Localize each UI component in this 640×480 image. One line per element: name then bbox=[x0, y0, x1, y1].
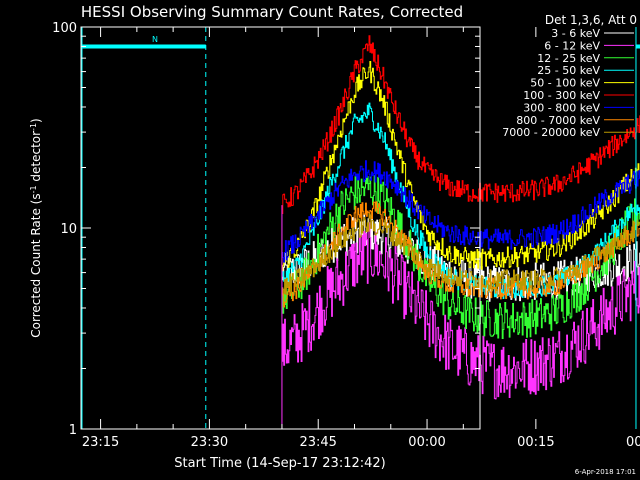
legend-label-2: 12 - 25 keV bbox=[537, 52, 600, 65]
x-tick-label-2: 23:45 bbox=[299, 435, 336, 450]
x-tick-label-5: 00:30 bbox=[626, 435, 640, 450]
legend-label-7: 800 - 7000 keV bbox=[516, 114, 600, 127]
legend-label-6: 300 - 800 keV bbox=[523, 101, 600, 114]
x-tick-label-0: 23:15 bbox=[82, 435, 119, 450]
y-tick-label-1: 10 bbox=[60, 222, 77, 237]
x-tick-label-3: 00:00 bbox=[408, 435, 445, 450]
x-tick-label-4: 00:15 bbox=[517, 435, 554, 450]
legend-label-4: 50 - 100 keV bbox=[530, 77, 600, 90]
chart-title: HESSI Observing Summary Count Rates, Cor… bbox=[81, 3, 463, 21]
y-tick-label-0: 1 bbox=[69, 423, 77, 438]
night-marker-label: N bbox=[152, 35, 158, 44]
y-axis-label: Corrected Count Rate (s-1 detector-1) bbox=[29, 118, 43, 337]
y-tick-label-2: 100 bbox=[52, 21, 77, 36]
footer-date: 6-Apr-2018 17:01 bbox=[575, 468, 636, 476]
legend-label-1: 6 - 12 keV bbox=[544, 39, 600, 52]
x-tick-label-1: 23:30 bbox=[191, 435, 228, 450]
legend-title: Det 1,3,6, Att 0 bbox=[545, 13, 637, 27]
legend-label-0: 3 - 6 keV bbox=[551, 27, 600, 40]
x-axis-label: Start Time (14-Sep-17 23:12:42) bbox=[174, 456, 385, 471]
legend-label-8: 7000 - 20000 keV bbox=[502, 126, 600, 139]
axis-layer: 23:1523:3023:4500:0000:1500:3000:4511010… bbox=[52, 21, 640, 450]
legend-label-5: 100 - 300 keV bbox=[523, 89, 600, 102]
legend-label-3: 25 - 50 keV bbox=[537, 64, 600, 77]
